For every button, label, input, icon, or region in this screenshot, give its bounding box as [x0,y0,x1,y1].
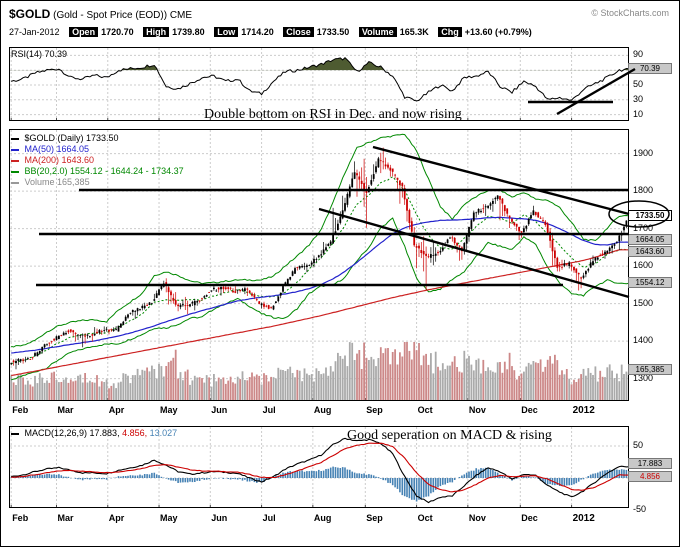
ma50-series-marker-icon [11,148,19,151]
x-axis-label: Nov [468,405,486,415]
x-axis-label: Feb [12,513,29,523]
quote-row: 27-Jan-2012 Open 1720.70 High 1739.80 Low 1… [9,27,532,37]
x-axis-label: May [160,513,178,523]
x-axis-label: 2012 [572,405,595,416]
macd-value-badge: 17.883 [628,458,672,470]
volume-badge: 165,385 [628,364,672,375]
x-axis-label: Mar [57,513,74,523]
y-axis-label: 30 [633,93,644,104]
y-axis-label: 1900 [633,147,654,158]
x-axis-label: Apr [108,405,125,415]
price-legend-ma200-text: MA(200) 1643.60 [24,155,95,165]
y-axis-label: 1500 [633,297,654,308]
macd-hist-legend-text: 13.027 [149,428,178,438]
macd-legend: MACD(12,26,9) 17.883, 4.856, 13.027 [11,428,177,438]
rsi-annotation-text: Double bottom on RSI in Dec. and now ris… [204,107,462,122]
x-axis-label: Oct [417,513,433,523]
price-legend-volume-text: Volume 165,385 [24,177,90,187]
x-axis-label: Jul [262,513,276,523]
price-close-badge: 1733.50 [628,209,672,221]
y-axis-label: 50 [633,79,644,89]
x-axis-label: Sep [366,405,383,415]
y-axis-label: 10 [633,108,644,119]
macd-annotation-text: Good seperation on MACD & rising [347,428,552,443]
price-legend-symbol-text: $GOLD (Daily) 1733.50 [24,133,119,143]
close-value: 1733.50 [316,27,350,37]
macd-signal-legend-text: 4.856, [122,428,148,438]
high-value: 1739.80 [172,27,205,37]
macd-legend-text: MACD(12,26,9) 17.883, [24,428,120,438]
x-axis-label: Jun [211,405,228,415]
price-legend-ma50-text: MA(50) 1664.05 [24,144,90,154]
high-label: High [143,27,170,37]
ma50-badge: 1664.05 [628,233,672,245]
candlestick-series-marker-icon [11,137,19,140]
price-legend-symbol: $GOLD (Daily) 1733.50 [11,133,119,143]
x-axis-label: Mar [57,405,74,415]
symbol-description: (Gold - Spot Price (EOD)) CME [53,10,193,21]
x-axis-label: May [160,405,178,415]
x-axis-label: Aug [313,405,332,415]
price-legend-bb-text: BB(20,2.0) 1554.12 - 1644.24 - 1734.37 [24,166,184,176]
x-axis-label: Oct [417,405,433,415]
volume-series-marker-icon [11,181,19,184]
y-axis-label: 1300 [633,372,654,383]
macd-series-marker-icon [11,432,19,435]
price-legend-ma200: MA(200) 1643.60 [11,155,94,165]
rsi-chart [9,47,629,121]
ma200-badge: 1643.60 [628,246,672,258]
y-axis-label: 90 [633,49,644,60]
bb-lower-badge: 1554.12 [628,276,672,288]
volume-value: 165.3K [399,27,429,37]
chg-label: Chg [438,27,462,37]
x-axis-label: Sep [366,513,383,523]
rsi-legend: RSI(14) 70.39 [11,49,67,59]
symbol: $GOLD [9,7,51,21]
y-axis-label: 1600 [633,260,654,271]
quote-date: 27-Jan-2012 [9,27,60,37]
macd-chart [9,426,629,508]
rsi-legend-text: RSI(14) 70.39 [11,49,68,59]
ma200-series-marker-icon [11,159,19,162]
macd-signal-badge: 4.856 [628,471,672,483]
chg-value: +13.60 (+0.79%) [464,27,532,37]
x-axis-label: Dec [521,405,538,415]
price-legend-bb: BB(20,2.0) 1554.12 - 1644.24 - 1734.37 [11,166,184,176]
x-axis-label: Nov [468,513,486,523]
volume-label: Volume [358,27,397,37]
x-axis-label: Dec [521,513,538,523]
close-label: Close [283,27,314,37]
y-axis-label: 1400 [633,335,654,346]
low-value: 1714.20 [241,27,274,37]
x-axis-label: Apr [108,513,125,523]
low-label: Low [214,27,239,37]
open-value: 1720.70 [101,27,134,37]
y-axis-label: 1800 [633,185,654,196]
x-axis-label: Feb [12,405,29,415]
y-axis-label: -50 [633,504,647,514]
open-label: Open [69,27,99,37]
price-legend-volume: Volume 165,385 [11,177,90,187]
x-axis-label: Aug [313,513,332,523]
rsi-value-badge: 70.39 [628,63,672,75]
y-axis-label: 50 [633,440,644,450]
y-axis-label: 1700 [633,222,654,233]
x-axis-label: Jun [211,513,228,523]
x-axis-label: 2012 [572,513,595,524]
copyright: © StockCharts.com [591,8,669,18]
bollinger-series-marker-icon [11,170,19,173]
title-row: $GOLD (Gold - Spot Price (EOD)) CME © St… [9,7,673,21]
price-legend-ma50: MA(50) 1664.05 [11,144,89,154]
x-axis-label: Jul [262,405,276,415]
